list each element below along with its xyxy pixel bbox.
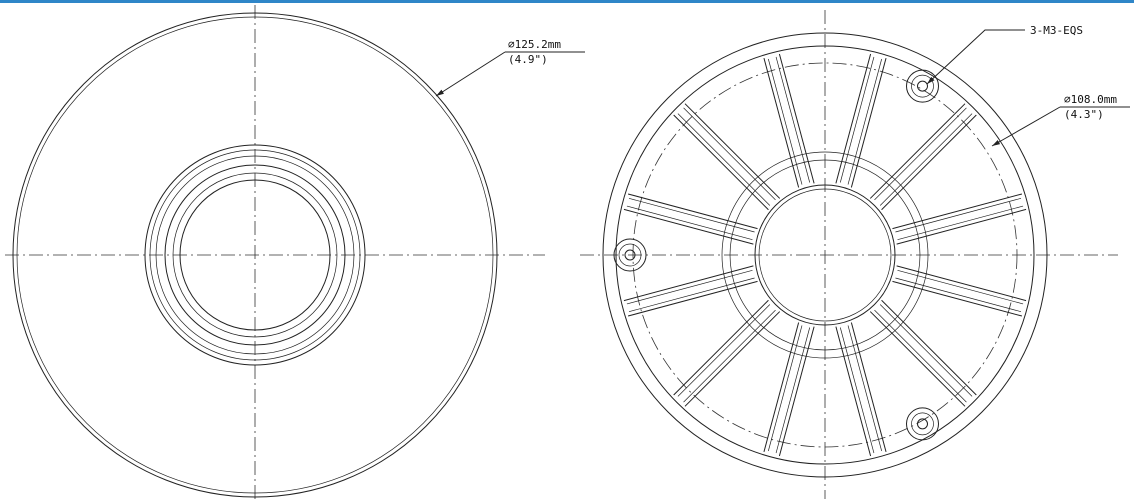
rib-fillet [880,304,972,396]
leader [992,107,1060,146]
rib-fillet [684,310,776,402]
rib-fillet [874,108,966,200]
left-view [5,5,545,499]
rib-edge [685,104,780,199]
rib-fillet [874,310,966,402]
rib-fillet [840,57,874,183]
rib-fillet [776,57,810,183]
rib-edge [870,312,965,407]
rib-fillet [627,206,753,240]
drawing: ∅125.2mm (4.9") 3-M3-EQS ∅108.0mm (4.3") [0,0,1134,499]
rib-fillet [776,328,810,454]
rib-fillet [684,108,776,200]
rib-fillet [627,270,753,304]
dimension: ∅125.2mm (4.9") [436,38,585,96]
rib-edge [674,115,769,210]
rib-fillet [898,270,1024,304]
rib-fillet [840,328,874,454]
rib-edge [685,312,780,407]
rib-edge [870,104,965,199]
mount-boss-edge [912,75,934,97]
rib-edge [882,300,977,395]
callout: 3-M3-EQS [927,24,1083,84]
callout-label: 3-M3-EQS [1030,24,1083,37]
rib-fillet [880,114,972,206]
leader [436,52,505,96]
dimension-imperial: (4.3") [1064,108,1104,121]
dimension-imperial: (4.9") [508,53,548,66]
rib-fillet [678,304,770,396]
mount-boss-edge [912,413,934,435]
rib-fillet [678,114,770,206]
rib-edge [882,115,977,210]
right-view [580,10,1118,499]
dimension: ∅108.0mm (4.3") [992,93,1130,146]
dimension-label: ∅108.0mm [1064,93,1117,106]
rib-edge [674,300,769,395]
rib-fillet [898,206,1024,240]
dimension-label: ∅125.2mm [508,38,561,51]
top-bar [0,0,1134,3]
leader [927,30,1025,84]
mount-hole [918,81,928,91]
